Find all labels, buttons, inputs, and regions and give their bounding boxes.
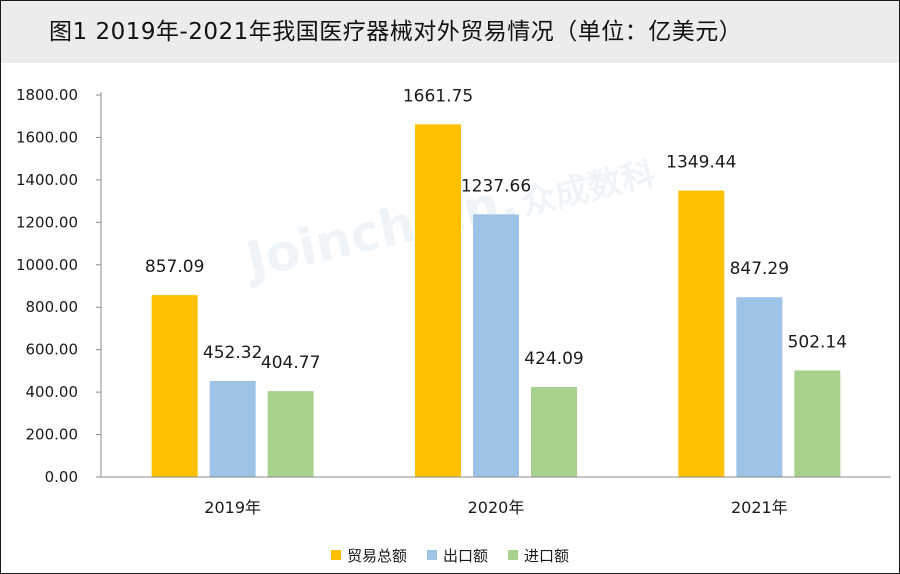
legend-swatch <box>426 550 437 560</box>
y-axis-ticks: 0.00 200.00 400.00 600.00 800.00 1000.00 1200.… <box>16 86 101 486</box>
bar <box>473 214 519 477</box>
legend-item: 进口额 <box>508 545 569 566</box>
bar-value-label: 857.09 <box>145 257 204 277</box>
legend-swatch <box>330 550 341 560</box>
bar <box>794 370 841 477</box>
y-tick-label: 800.00 <box>26 298 79 316</box>
bar-value-label: 1237.66 <box>461 176 531 196</box>
legend-swatch <box>508 550 518 560</box>
legend-label: 出口额 <box>442 546 488 565</box>
bar <box>678 190 725 478</box>
bar <box>415 124 461 477</box>
y-tick-label: 1000.00 <box>16 256 78 274</box>
legend-item: 出口额 <box>426 545 488 566</box>
y-tick-label: 1600.00 <box>16 128 78 146</box>
x-category-label: 2021年 <box>731 498 788 517</box>
chart-title: 图1 2019年-2021年我国医疗器械对外贸易情况（单位：亿美元） <box>49 19 743 45</box>
bar-series <box>151 124 841 478</box>
y-tick-label: 1400.00 <box>16 171 78 189</box>
bar <box>267 391 314 477</box>
axes <box>100 92 891 478</box>
bar <box>531 386 577 477</box>
legend-item: 贸易总额 <box>330 545 407 566</box>
legend-label: 贸易总额 <box>346 546 407 565</box>
category-labels: 2019年 2020年 2021年 <box>204 498 787 517</box>
bar-value-label: 847.29 <box>730 259 789 279</box>
y-tick-label: 200.00 <box>26 426 79 444</box>
legend-label: 进口额 <box>524 546 570 565</box>
bar-value-label: 452.32 <box>203 343 262 363</box>
y-tick-label: 400.00 <box>26 383 79 401</box>
y-tick-label: 1800.00 <box>16 86 78 104</box>
y-tick-label: 0.00 <box>45 468 78 486</box>
x-category-label: 2019年 <box>204 498 261 517</box>
y-tick-label: 1200.00 <box>16 213 78 231</box>
bar-value-label: 424.09 <box>524 349 583 369</box>
bar-value-label: 1661.75 <box>403 86 473 106</box>
bar-value-label: 1349.44 <box>666 153 736 173</box>
bar <box>151 295 198 477</box>
bar <box>736 297 783 477</box>
y-tick-label: 600.00 <box>26 341 79 359</box>
bar-value-label: 502.14 <box>788 332 847 352</box>
chart-title-bar: 图1 2019年-2021年我国医疗器械对外贸易情况（单位：亿美元） <box>1 1 899 63</box>
bar-value-label: 404.77 <box>261 353 320 373</box>
bar <box>209 381 256 477</box>
x-category-label: 2020年 <box>468 498 525 517</box>
chart-legend: 贸易总额 出口额 进口额 <box>1 543 899 567</box>
